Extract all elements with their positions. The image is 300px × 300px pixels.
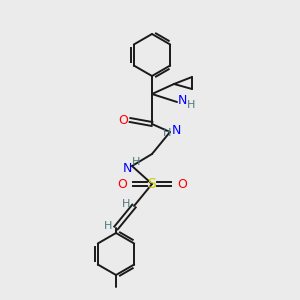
Text: H: H (187, 100, 195, 110)
Text: H: H (104, 221, 112, 231)
Text: O: O (177, 178, 187, 190)
Text: H: H (122, 199, 130, 209)
Text: H: H (132, 157, 140, 167)
Text: O: O (118, 113, 128, 127)
Text: N: N (171, 124, 181, 136)
Text: S: S (148, 177, 156, 191)
Text: H: H (163, 128, 171, 138)
Text: N: N (122, 161, 132, 175)
Text: N: N (177, 94, 187, 107)
Text: O: O (117, 178, 127, 190)
